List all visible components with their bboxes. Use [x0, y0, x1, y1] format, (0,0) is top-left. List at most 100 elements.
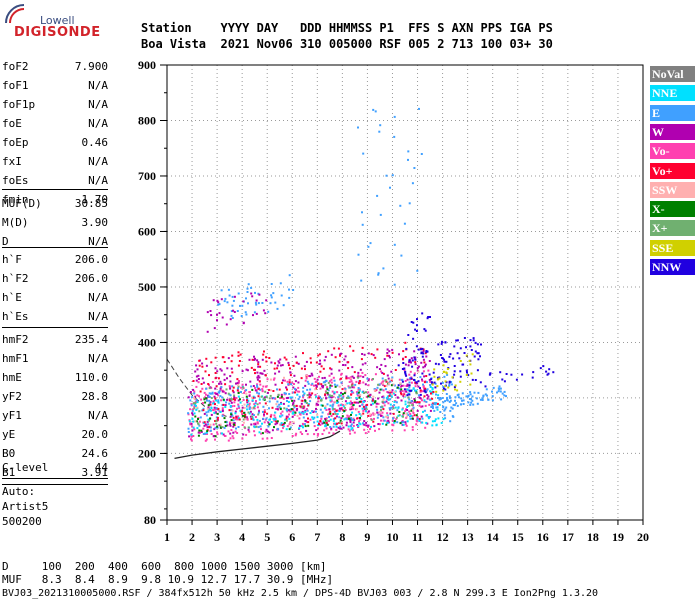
echo-point [404, 400, 407, 403]
echo-point [250, 385, 253, 388]
echo-point [420, 361, 423, 364]
echo-point [214, 367, 217, 370]
echo-point [395, 401, 398, 404]
echo-point [443, 409, 446, 412]
echo-point [468, 398, 471, 400]
echo-point [352, 424, 355, 427]
echo-point [321, 404, 324, 407]
echo-point [223, 435, 226, 437]
echo-point [444, 341, 447, 344]
echo-point [306, 409, 309, 412]
echo-point [368, 378, 370, 380]
echo-point [336, 413, 339, 415]
echo-point [246, 369, 249, 372]
echo-point [359, 423, 362, 426]
echo-point [192, 408, 195, 411]
echo-point [295, 432, 298, 435]
echo-point [272, 397, 275, 399]
echo-point [429, 409, 432, 412]
echo-point [263, 409, 266, 412]
echo-point [370, 403, 373, 406]
echo-point [471, 378, 474, 381]
echo-point [324, 407, 327, 409]
echo-point [378, 368, 381, 370]
echo-point [193, 398, 196, 401]
echo-point [461, 392, 464, 395]
echo-point [444, 385, 447, 388]
echo-point [194, 402, 197, 404]
echo-point [257, 387, 260, 390]
echo-point [193, 407, 196, 410]
echo-point [402, 350, 405, 353]
echo-point [316, 416, 319, 419]
echo-point [211, 381, 214, 383]
echo-point [233, 295, 236, 298]
echo-point [372, 395, 375, 398]
echo-point [443, 414, 446, 417]
echo-point [469, 391, 472, 394]
echo-point [403, 369, 406, 372]
echo-point [400, 399, 403, 402]
echo-point [216, 392, 218, 395]
echo-point [194, 420, 197, 423]
echo-point [296, 390, 299, 393]
echo-point [262, 417, 265, 420]
echo-point [355, 391, 358, 393]
echo-point [344, 403, 347, 406]
echo-point [223, 373, 226, 376]
echo-point [274, 372, 277, 375]
echo-point [423, 390, 426, 393]
echo-point [314, 388, 317, 391]
x-tick-label: 12 [437, 530, 449, 544]
echo-point [373, 417, 375, 420]
echo-point [263, 411, 266, 414]
x-tick-label: 18 [587, 530, 599, 544]
echo-point [297, 398, 300, 401]
echo-point [459, 360, 462, 362]
echo-point [247, 302, 249, 305]
echo-point [300, 367, 303, 370]
echo-point [383, 419, 386, 422]
echo-point [421, 417, 424, 420]
echo-point [319, 396, 321, 399]
echo-point [411, 417, 414, 420]
legend-item: NNW [650, 259, 695, 275]
echo-point [210, 413, 213, 416]
echo-point [240, 410, 243, 413]
echo-point [216, 313, 218, 316]
echo-point [235, 427, 237, 430]
echo-point [278, 403, 281, 406]
echo-point [238, 380, 240, 382]
echo-point [381, 377, 384, 380]
echo-point [241, 304, 244, 307]
echo-point [336, 384, 339, 387]
echo-point [274, 416, 277, 419]
echo-point [427, 369, 430, 372]
echo-point [328, 420, 330, 422]
echo-point [315, 402, 318, 405]
echo-point [371, 399, 374, 402]
echo-point [293, 374, 296, 377]
echo-point [291, 435, 294, 437]
echo-point [380, 382, 383, 385]
echo-point [367, 426, 369, 428]
echo-point [305, 413, 308, 416]
echo-point [237, 354, 240, 357]
echo-point [422, 370, 425, 373]
echo-point [233, 422, 236, 424]
echo-point [236, 389, 239, 392]
echo-point [309, 418, 312, 421]
echo-point [448, 355, 451, 358]
echo-point [404, 356, 407, 358]
echo-point [242, 300, 245, 303]
echo-point [205, 431, 208, 434]
echo-point [191, 425, 194, 428]
echo-point [229, 432, 232, 435]
echo-point [471, 395, 474, 398]
echo-point [361, 363, 364, 366]
echo-point [412, 387, 415, 390]
echo-point [369, 414, 372, 417]
echo-point [410, 400, 413, 403]
echo-point [454, 388, 456, 391]
echo-point [303, 423, 306, 426]
